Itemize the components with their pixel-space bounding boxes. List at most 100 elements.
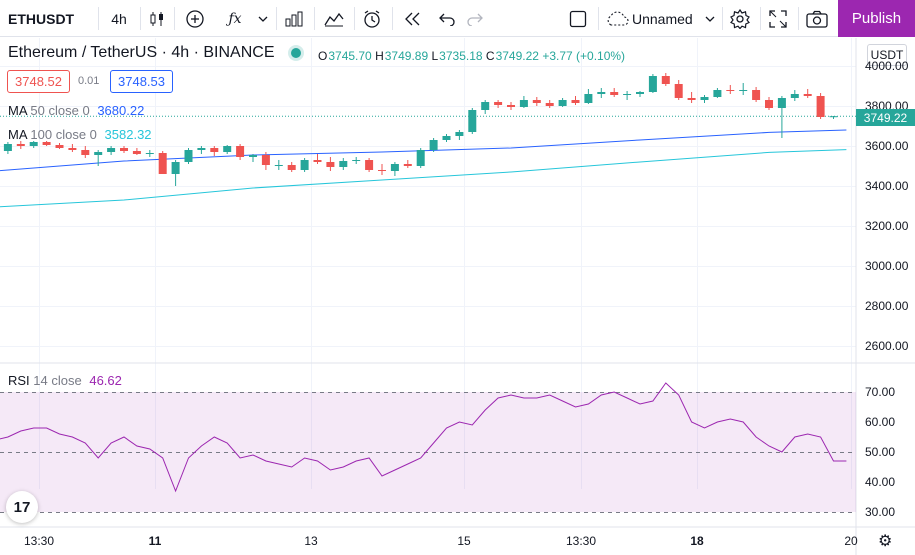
- camera-icon[interactable]: [804, 0, 830, 37]
- candle-body: [700, 97, 709, 100]
- candle: [16, 141, 25, 149]
- candle: [403, 160, 412, 168]
- rsi-tick: 50.00: [865, 445, 896, 459]
- cloud-icon[interactable]: [604, 0, 630, 37]
- candle-body: [81, 150, 90, 155]
- fx-icon[interactable]: ƒx: [228, 10, 242, 27]
- price-tick: 3400.00: [865, 179, 909, 193]
- interval-button[interactable]: 4h: [111, 10, 127, 27]
- toolbar-divider: [798, 7, 799, 30]
- indicator-params: 50 close 0: [30, 103, 90, 118]
- buy-button[interactable]: 3748.53: [110, 70, 173, 93]
- legend-separator: ·: [193, 44, 199, 61]
- candle: [416, 148, 425, 168]
- ma100-line: [0, 149, 847, 208]
- add-indicator-icon[interactable]: [182, 0, 208, 37]
- candle: [261, 152, 270, 170]
- candle: [120, 146, 128, 153]
- sell-button[interactable]: 3748.52: [7, 70, 70, 93]
- candle-body: [158, 153, 167, 174]
- candle: [661, 73, 670, 86]
- chevron-down-icon[interactable]: [255, 0, 271, 37]
- candle: [765, 97, 773, 110]
- currency-button[interactable]: USDT: [867, 44, 907, 66]
- gear-icon[interactable]: ⚙: [878, 533, 893, 550]
- replay-icon[interactable]: [400, 0, 424, 37]
- candle: [442, 134, 451, 142]
- close-key: C: [485, 49, 495, 63]
- alarm-icon[interactable]: [360, 0, 384, 37]
- time-tick: 13:30: [23, 534, 55, 548]
- candle: [55, 143, 64, 149]
- candle-body: [777, 98, 786, 108]
- candle: [3, 142, 12, 154]
- candle-body: [558, 100, 567, 106]
- layout-name-button[interactable]: Unnamed: [632, 10, 693, 27]
- candle: [29, 141, 38, 148]
- candle-body: [132, 151, 141, 154]
- candle: [171, 160, 180, 186]
- chevron-down-icon[interactable]: [702, 0, 718, 37]
- line-chart-icon[interactable]: [322, 0, 346, 37]
- timeframe-label: 4h: [171, 44, 190, 61]
- candle-body: [739, 90, 748, 91]
- exchange-label: BINANCE: [203, 44, 275, 61]
- redo-icon[interactable]: [464, 0, 486, 37]
- candle: [816, 93, 825, 119]
- toolbar-divider: [276, 7, 277, 30]
- candle: [558, 98, 567, 107]
- candle: [610, 88, 619, 97]
- candle: [378, 164, 386, 175]
- square-icon[interactable]: [566, 0, 590, 37]
- rsi-legend[interactable]: RSI 14 close 46.62: [8, 373, 122, 388]
- candle: [790, 90, 799, 101]
- indicator-name: MA: [8, 103, 27, 118]
- candle: [197, 146, 206, 154]
- gear-icon[interactable]: [727, 0, 753, 37]
- candle-body: [816, 96, 825, 117]
- toolbar-divider: [392, 7, 393, 30]
- candle-body: [507, 105, 515, 107]
- candle-body: [94, 152, 103, 155]
- publish-button[interactable]: Publish: [838, 0, 915, 37]
- bars-icon[interactable]: [282, 0, 306, 37]
- candle-body: [339, 161, 348, 167]
- candle: [777, 96, 786, 138]
- ma50-legend[interactable]: MA 50 close 0 3680.22: [8, 103, 144, 118]
- indicator-value: 46.62: [89, 373, 122, 388]
- time-tick: 18: [690, 534, 704, 548]
- undo-icon[interactable]: [436, 0, 458, 37]
- candle-body: [481, 102, 490, 110]
- candle: [274, 160, 283, 170]
- indicator-value: 3680.22: [97, 103, 145, 118]
- market-status-icon[interactable]: [290, 47, 301, 58]
- price-tick: 3000.00: [865, 259, 909, 273]
- rsi-tick: 30.00: [865, 505, 896, 519]
- candle-body: [519, 100, 528, 107]
- toolbar-divider: [722, 7, 723, 30]
- candle-body: [648, 76, 657, 92]
- change-value: +3.77 (+0.10%): [542, 49, 626, 63]
- ma100-legend[interactable]: MA 100 close 0 3582.32: [8, 127, 152, 142]
- spread-value: 0.01: [78, 75, 100, 87]
- toolbar-divider: [140, 7, 141, 30]
- tradingview-logo[interactable]: 17: [6, 491, 38, 523]
- candle: [365, 158, 374, 172]
- open-value: 3745.70: [328, 49, 372, 63]
- symbol-search-button[interactable]: ETHUSDT: [8, 10, 75, 27]
- indicator-name: MA: [8, 127, 27, 142]
- candle-body: [287, 165, 296, 170]
- toolbar-divider: [314, 7, 315, 30]
- candle-body: [661, 76, 670, 84]
- candle-body: [429, 140, 438, 150]
- candle: [829, 116, 838, 119]
- candle: [94, 150, 103, 166]
- candle: [739, 83, 748, 95]
- fullscreen-icon[interactable]: [765, 0, 791, 37]
- candle-body: [790, 94, 799, 98]
- candles-icon[interactable]: [144, 0, 170, 37]
- price-tick: 2800.00: [865, 299, 909, 313]
- candle-body: [532, 100, 541, 103]
- candle-body: [249, 155, 257, 157]
- toolbar-divider: [760, 7, 761, 30]
